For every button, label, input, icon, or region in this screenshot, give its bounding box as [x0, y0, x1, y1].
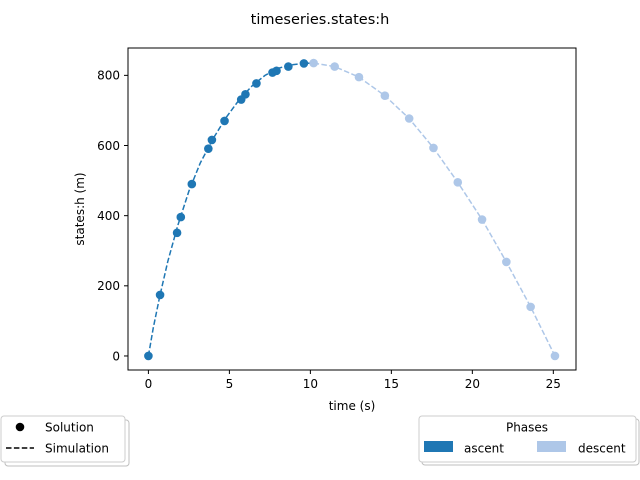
legend-solution-label: Solution	[45, 421, 94, 435]
legend-box	[418, 415, 637, 463]
solution-point-ascent	[144, 351, 153, 361]
solution-point-ascent	[176, 212, 186, 222]
simulation-line-ascent	[147, 62, 314, 357]
solution-point-descent	[330, 62, 339, 71]
solution-point-descent	[309, 58, 318, 68]
x-tick-label: 10	[303, 377, 318, 391]
solution-point-ascent	[284, 62, 293, 71]
solution-point-descent	[502, 257, 511, 267]
legend-ascent-swatch	[424, 441, 453, 452]
y-axis: 0 200 400 600 800	[97, 69, 128, 363]
solution-point-descent	[354, 72, 364, 82]
solution-point-ascent	[241, 90, 250, 99]
solution-point-ascent	[220, 116, 229, 126]
solution-points	[144, 58, 560, 361]
y-tick-label: 400	[97, 209, 120, 223]
solution-point-ascent	[272, 66, 281, 76]
simulation-line-descent	[313, 62, 556, 357]
legend-solution-marker	[15, 422, 25, 432]
legend-simulation-label: Simulation	[45, 442, 109, 456]
x-tick-label: 5	[226, 377, 234, 391]
solution-point-descent	[380, 91, 390, 101]
y-tick-label: 0	[112, 349, 120, 363]
solution-point-ascent	[299, 59, 309, 68]
solution-point-descent	[550, 351, 560, 361]
solution-point-ascent	[172, 228, 182, 238]
legend-descent-swatch	[537, 441, 566, 452]
y-axis-label: states:h (m)	[73, 172, 87, 245]
solution-point-ascent	[187, 179, 197, 189]
solution-point-descent	[477, 215, 487, 224]
solution-point-descent	[404, 114, 414, 123]
x-axis: 0 5 10 15 20 25	[145, 370, 561, 391]
simulation-lines	[147, 62, 556, 357]
y-tick-label: 600	[97, 139, 120, 153]
plot-frame	[127, 47, 577, 371]
legend-descent-label: descent	[578, 442, 626, 456]
x-tick-label: 25	[546, 377, 561, 391]
solution-point-ascent	[204, 144, 213, 153]
legend-box	[0, 415, 126, 463]
solution-point-descent	[429, 143, 438, 153]
x-axis-label: time (s)	[329, 399, 376, 413]
x-tick-label: 15	[384, 377, 399, 391]
y-tick-label: 200	[97, 279, 120, 293]
legend-markers: Solution Simulation	[0, 415, 130, 467]
x-tick-label: 0	[145, 377, 153, 391]
x-tick-label: 20	[465, 377, 480, 391]
y-tick-label: 800	[97, 69, 120, 83]
legend-title: Phases	[506, 421, 548, 435]
solution-point-ascent	[252, 79, 261, 88]
chart-title: timeseries.states:h	[251, 12, 390, 28]
solution-point-ascent	[207, 135, 217, 145]
solution-point-descent	[526, 302, 535, 312]
legend-phases: Phases ascent descent	[418, 415, 640, 466]
legend-ascent-label: ascent	[464, 442, 504, 456]
solution-point-descent	[453, 178, 463, 187]
solution-point-ascent	[155, 290, 165, 300]
